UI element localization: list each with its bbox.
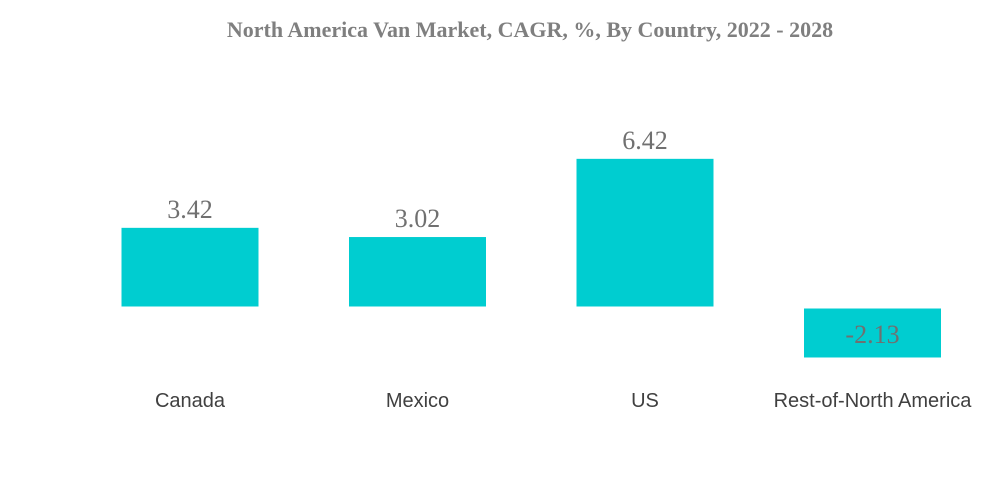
bar-group [121, 158, 941, 358]
bar-us [576, 158, 714, 307]
bar-rest-of-north-america [804, 308, 941, 358]
x-tick-label-rest-of-north-america: Rest-of-North America [774, 390, 973, 412]
x-axis-tick-labels: Canada Mexico US Rest-of-North America [155, 390, 972, 412]
value-label-rest-of-north-america: -2.13 [845, 320, 899, 349]
bar-canada [121, 227, 259, 307]
x-tick-label-us: US [631, 390, 659, 412]
value-label-mexico: 3.02 [395, 204, 441, 233]
value-label-us: 6.42 [622, 126, 668, 155]
x-tick-label-mexico: Mexico [386, 390, 449, 412]
value-label-canada: 3.42 [167, 195, 213, 224]
x-tick-label-canada: Canada [155, 390, 226, 412]
chart-title: North America Van Market, CAGR, %, By Co… [227, 17, 833, 42]
value-label-group: 3.42 3.02 6.42 -2.13 [167, 126, 899, 349]
bar-mexico [349, 237, 486, 307]
